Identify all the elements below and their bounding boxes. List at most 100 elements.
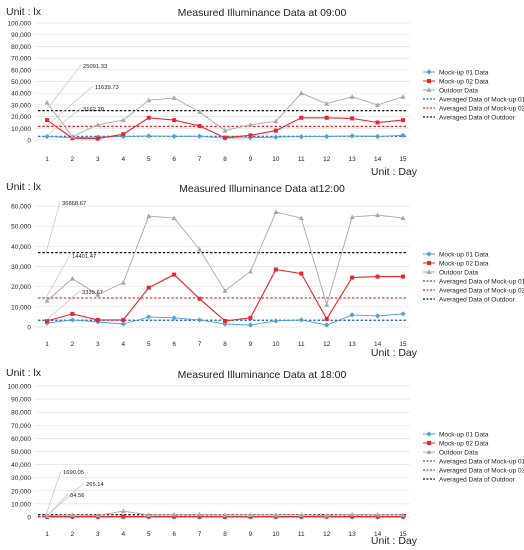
callout-leader <box>45 64 82 111</box>
data-point <box>69 276 75 281</box>
data-point <box>298 317 304 323</box>
x-tick-label: 12 <box>323 531 331 538</box>
legend-label: Mock-up 02 Data <box>439 260 489 267</box>
x-tick-label: 14 <box>374 531 382 538</box>
x-tick-label: 1 <box>45 531 49 538</box>
legend-label: Averaged Data of Outdoor <box>439 476 516 483</box>
data-point <box>248 133 253 138</box>
data-point <box>172 514 177 519</box>
data-point <box>95 319 101 325</box>
data-point <box>400 215 406 221</box>
legend-marker <box>426 87 432 92</box>
x-tick-label: 15 <box>399 156 407 163</box>
data-point <box>121 317 126 322</box>
average-value-label: 36868.67 <box>62 201 86 207</box>
y-tick-label: 80,000 <box>11 44 31 51</box>
x-tick-label: 4 <box>121 531 125 538</box>
data-point <box>375 120 380 125</box>
x-tick-label: 11 <box>298 341 305 348</box>
x-tick-label: 11 <box>298 531 305 538</box>
y-unit-label: Unit : lx <box>6 367 42 379</box>
data-point <box>401 118 405 123</box>
data-point <box>350 514 355 519</box>
legend-marker <box>427 261 431 265</box>
data-point <box>121 132 126 137</box>
data-point <box>197 511 203 517</box>
average-value-label: 84.56 <box>70 493 85 499</box>
x-tick-label: 7 <box>198 341 202 348</box>
legend-label: Averaged Data of Mock-up 01 <box>439 278 524 285</box>
data-point <box>349 214 355 220</box>
y-tick-label: 0 <box>27 138 31 145</box>
legend-label: Mock-up 02 Data <box>439 440 489 447</box>
data-point <box>120 117 126 123</box>
data-point <box>196 133 203 139</box>
legend-label: Mock-up 01 Data <box>439 251 489 258</box>
y-tick-label: 20,000 <box>11 114 31 121</box>
x-tick-label: 12 <box>323 156 331 163</box>
data-point <box>171 95 177 100</box>
x-tick-label: 9 <box>249 341 253 348</box>
x-tick-label: 14 <box>374 341 382 348</box>
data-point <box>400 512 406 518</box>
data-point <box>375 212 381 218</box>
data-point <box>375 102 381 107</box>
y-tick-label: 0 <box>27 325 31 332</box>
data-point <box>171 315 177 321</box>
y-tick-label: 30,000 <box>11 102 31 109</box>
legend-marker <box>427 441 431 445</box>
data-point <box>222 512 228 518</box>
data-point <box>223 135 227 140</box>
data-point <box>324 302 330 307</box>
x-tick-label: 7 <box>198 156 202 163</box>
data-point <box>375 512 381 517</box>
data-point <box>350 116 355 121</box>
data-point <box>44 298 50 303</box>
callout-leader <box>45 254 71 299</box>
legend-label: Averaged Data of Mock-up 02 <box>439 467 524 474</box>
x-tick-label: 15 <box>399 341 407 348</box>
data-point <box>172 272 177 277</box>
legend: Mock-up 01 Data Mock-up 02 Data Outdoor Da… <box>423 69 524 121</box>
data-point <box>95 317 100 322</box>
callout-leader <box>45 290 81 321</box>
x-tick-label: 8 <box>223 341 227 348</box>
x-tick-label: 3 <box>96 341 100 348</box>
data-point <box>120 280 126 285</box>
data-point <box>45 318 49 323</box>
data-point <box>197 246 203 252</box>
x-tick-label: 2 <box>71 156 75 163</box>
data-point <box>222 288 228 293</box>
x-tick-label: 13 <box>349 531 357 538</box>
data-point <box>44 99 50 105</box>
y-tick-label: 10,000 <box>11 126 31 133</box>
data-point <box>349 94 355 99</box>
data-point <box>95 292 101 297</box>
data-point <box>248 315 253 320</box>
data-point <box>273 134 279 140</box>
legend-label: Averaged Data of Outdoor <box>439 114 516 121</box>
legend-label: Outdoor Data <box>439 449 478 456</box>
x-tick-label: 3 <box>96 531 100 538</box>
data-point <box>400 311 406 317</box>
x-tick-label: 6 <box>172 341 176 348</box>
x-unit-label: Unit : Day <box>371 535 418 547</box>
data-point <box>400 94 406 99</box>
average-value-label: 3339.67 <box>82 290 103 296</box>
x-tick-label: 13 <box>349 341 357 348</box>
data-point <box>222 321 228 327</box>
data-point <box>171 511 177 517</box>
callout-leader <box>45 201 61 253</box>
y-tick-label: 40,000 <box>11 462 31 469</box>
data-point <box>146 213 152 219</box>
data-point <box>95 136 100 141</box>
data-point <box>400 132 406 138</box>
data-point <box>324 133 330 140</box>
data-point <box>324 322 330 328</box>
callout-leader <box>45 470 62 515</box>
data-point <box>120 508 126 514</box>
data-point <box>121 514 126 519</box>
legend-label: Mock-up 01 Data <box>439 69 489 76</box>
data-point <box>247 268 253 274</box>
